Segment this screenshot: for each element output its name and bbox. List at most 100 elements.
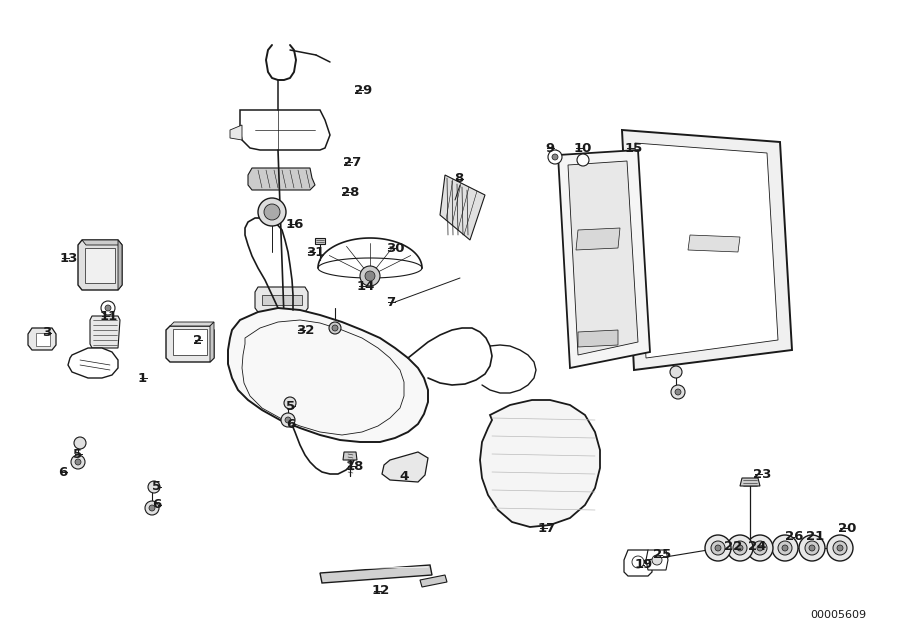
Polygon shape — [230, 125, 242, 140]
Polygon shape — [382, 452, 428, 482]
Polygon shape — [568, 161, 638, 355]
Circle shape — [827, 535, 853, 561]
Polygon shape — [262, 295, 302, 305]
Text: 5: 5 — [73, 448, 82, 460]
Circle shape — [715, 545, 721, 551]
Circle shape — [75, 459, 81, 465]
Text: 6: 6 — [286, 417, 295, 431]
Text: 6: 6 — [152, 498, 161, 512]
Text: 9: 9 — [545, 142, 554, 154]
Polygon shape — [420, 575, 447, 587]
Circle shape — [652, 555, 662, 565]
Polygon shape — [578, 330, 618, 347]
Text: 19: 19 — [635, 559, 653, 572]
Polygon shape — [558, 150, 650, 368]
Polygon shape — [78, 240, 122, 290]
Circle shape — [284, 397, 296, 409]
Circle shape — [360, 266, 380, 286]
Text: 5: 5 — [286, 399, 295, 413]
Text: 32: 32 — [296, 323, 314, 337]
Circle shape — [101, 301, 115, 315]
Text: 31: 31 — [306, 246, 324, 258]
Text: 8: 8 — [454, 173, 464, 185]
Text: 16: 16 — [286, 218, 304, 231]
Circle shape — [332, 325, 338, 331]
Text: 24: 24 — [748, 540, 767, 552]
Circle shape — [577, 154, 589, 166]
Polygon shape — [90, 316, 120, 348]
Circle shape — [733, 541, 747, 555]
Circle shape — [148, 481, 160, 493]
Polygon shape — [688, 235, 740, 252]
Circle shape — [74, 437, 86, 449]
Text: 23: 23 — [753, 467, 771, 481]
Circle shape — [747, 535, 773, 561]
Circle shape — [365, 271, 375, 281]
Polygon shape — [576, 228, 620, 250]
Circle shape — [782, 545, 788, 551]
Text: 29: 29 — [354, 83, 373, 97]
Polygon shape — [68, 348, 118, 378]
Polygon shape — [85, 248, 115, 283]
Circle shape — [727, 535, 753, 561]
Circle shape — [737, 545, 743, 551]
Text: 21: 21 — [806, 530, 824, 544]
Circle shape — [71, 455, 85, 469]
Circle shape — [671, 385, 685, 399]
Text: 10: 10 — [574, 142, 592, 154]
Text: 27: 27 — [343, 156, 361, 168]
Polygon shape — [740, 478, 760, 486]
Text: 7: 7 — [386, 295, 395, 309]
Polygon shape — [28, 328, 56, 350]
Circle shape — [552, 154, 558, 160]
Polygon shape — [166, 326, 214, 362]
Text: 6: 6 — [58, 465, 68, 479]
Text: 18: 18 — [346, 460, 365, 472]
Polygon shape — [248, 168, 315, 190]
Text: 22: 22 — [724, 540, 742, 552]
Polygon shape — [228, 308, 428, 442]
Polygon shape — [173, 329, 207, 355]
Polygon shape — [118, 240, 122, 290]
Circle shape — [670, 366, 682, 378]
Circle shape — [799, 535, 825, 561]
Polygon shape — [635, 143, 778, 358]
Circle shape — [805, 541, 819, 555]
Text: 17: 17 — [538, 521, 556, 535]
Polygon shape — [170, 322, 214, 326]
Circle shape — [833, 541, 847, 555]
Polygon shape — [315, 238, 325, 244]
Polygon shape — [624, 550, 652, 576]
Text: 25: 25 — [653, 549, 671, 561]
Circle shape — [753, 541, 767, 555]
Text: 4: 4 — [399, 471, 409, 483]
Circle shape — [281, 413, 295, 427]
Polygon shape — [255, 287, 308, 312]
Circle shape — [809, 545, 815, 551]
Polygon shape — [343, 452, 357, 460]
Circle shape — [145, 501, 159, 515]
Text: 00005609: 00005609 — [810, 610, 866, 620]
Text: 20: 20 — [838, 521, 857, 535]
Circle shape — [757, 545, 763, 551]
Text: 1: 1 — [138, 371, 147, 385]
Polygon shape — [440, 175, 485, 240]
Polygon shape — [646, 550, 668, 570]
Circle shape — [149, 505, 155, 511]
Circle shape — [329, 322, 341, 334]
Text: 3: 3 — [42, 326, 51, 340]
Text: 26: 26 — [785, 530, 804, 544]
Text: 15: 15 — [625, 142, 643, 154]
Text: 2: 2 — [193, 333, 202, 347]
Circle shape — [548, 150, 562, 164]
Text: 14: 14 — [357, 279, 375, 293]
Text: 12: 12 — [372, 584, 391, 598]
Text: 30: 30 — [386, 241, 404, 255]
Circle shape — [264, 204, 280, 220]
Polygon shape — [36, 333, 50, 346]
Text: 5: 5 — [152, 481, 161, 493]
Circle shape — [778, 541, 792, 555]
Circle shape — [705, 535, 731, 561]
Circle shape — [258, 198, 286, 226]
Text: 28: 28 — [341, 185, 359, 199]
